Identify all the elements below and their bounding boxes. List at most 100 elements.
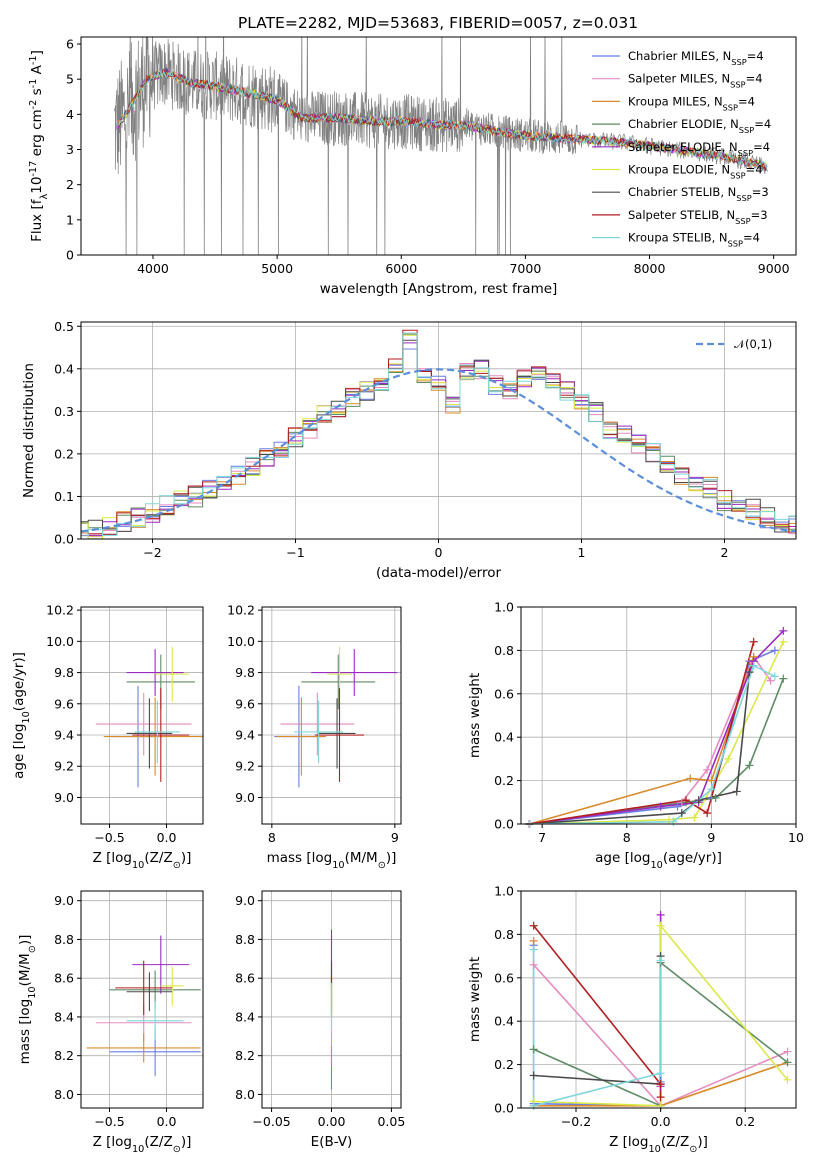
figure-title: PLATE=2282, MJD=53683, FIBERID=0057, z=0…	[238, 14, 638, 32]
label-fragment: 10	[29, 177, 45, 194]
label-fragment: Kroupa ELODIE, N	[628, 163, 730, 177]
weight-line	[529, 641, 755, 824]
x-axis-label: Z [log10(Z/Z⊙)]	[93, 1134, 192, 1155]
weight-marker	[529, 945, 538, 954]
label-fragment: (age/yr)]	[663, 850, 722, 866]
y-tick-label: 8.2	[54, 1048, 74, 1063]
y-tick-label: 0.6	[494, 970, 514, 985]
panel-mass_weight_vs_Z: −0.2 0.0 0.2 0.0 0.2 0.4 0.6 0.8 1.0 Z [log10(Z/Z…	[467, 884, 797, 1155]
y-tick-label: 10.2	[46, 603, 74, 618]
weight-marker	[529, 1045, 538, 1054]
label-fragment: Kroupa STELIB, N	[628, 231, 728, 245]
y-tick-label: 0	[66, 248, 74, 263]
label-fragment: SSP	[731, 57, 746, 67]
y-axis-label: mass weight	[467, 957, 483, 1042]
panel-age_vs_mass: 8 9 9.0 9.2 9.4 9.6 9.8 10.0 10.2 mass [log10(M/M…	[227, 603, 402, 871]
y-tick-label: 0.0	[54, 532, 74, 547]
plot-area	[95, 646, 203, 788]
label-fragment: mass [log	[17, 999, 33, 1065]
label-fragment: (Z/Z	[661, 1134, 689, 1150]
label-fragment: )]	[181, 850, 192, 866]
weight-marker	[677, 809, 686, 818]
weight-marker	[656, 921, 665, 930]
label-fragment: SSP	[730, 171, 745, 181]
x-axis-label: Z [log10(Z/Z⊙)]	[609, 1134, 708, 1155]
label-fragment: -1	[28, 55, 39, 65]
y-tick-label: 8.6	[235, 971, 255, 986]
label-fragment: ⊙	[689, 1144, 697, 1155]
x-tick-label: 7	[538, 830, 546, 845]
label-fragment: SSP	[739, 125, 754, 135]
weight-marker	[745, 761, 754, 770]
label-fragment: wavelength [Angstrom, rest frame]	[320, 281, 558, 297]
label-fragment: Salpeter STELIB, N	[628, 208, 735, 222]
label-fragment: Chabrier ELODIE, N	[628, 117, 739, 131]
y-tick-label: 6	[66, 37, 74, 52]
label-fragment: Z [log	[93, 850, 132, 866]
plot-area	[86, 935, 201, 1077]
label-fragment: )]	[697, 1134, 708, 1150]
label-fragment: mass [log	[267, 850, 333, 866]
weight-marker	[703, 765, 712, 774]
weight-marker	[656, 1069, 665, 1078]
weight-marker	[779, 637, 788, 646]
label-fragment: =4	[753, 140, 770, 154]
label-fragment: SSP	[736, 193, 751, 203]
weight-marker	[690, 813, 699, 822]
y-tick-label: 8.8	[235, 932, 255, 947]
label-fragment: 10	[132, 860, 144, 871]
weight-marker	[656, 956, 665, 965]
y-tick-label: 9.0	[235, 893, 255, 908]
normal-curve	[81, 368, 796, 533]
x-tick-label: 0.05	[377, 1114, 405, 1129]
weight-line	[529, 641, 785, 824]
weight-marker	[529, 1071, 538, 1080]
x-tick-label: −2	[143, 545, 161, 560]
weight-marker	[749, 637, 758, 646]
label-fragment: SSP	[738, 148, 753, 158]
plot-area	[114, 37, 768, 255]
label-fragment: =3	[752, 185, 769, 199]
plot-area	[529, 630, 785, 824]
label-fragment: 10	[21, 711, 32, 723]
label-fragment: Salpeter MILES, N	[628, 72, 730, 86]
label-fragment: mass weight	[467, 673, 483, 758]
x-axis-label: mass [log10(M/M⊙)]	[267, 850, 397, 871]
label-fragment: A	[29, 64, 45, 78]
weight-marker	[656, 1080, 665, 1089]
x-tick-label: −0.5	[94, 1114, 124, 1129]
y-tick-label: 0.4	[494, 1014, 514, 1029]
weight-line	[529, 630, 784, 824]
y-tick-label: 8.0	[235, 1087, 255, 1102]
x-tick-label: 9000	[758, 261, 790, 276]
legend-label: Salpeter MILES, NSSP=4	[628, 72, 763, 90]
legend-label: Salpeter STELIB, NSSP=3	[628, 208, 768, 226]
label-fragment: -2	[28, 100, 39, 110]
axes-frame	[80, 890, 204, 1109]
x-tick-label: −0.2	[561, 1114, 591, 1129]
x-axis-label: age [log10(age/yr)]	[595, 850, 722, 871]
x-tick-label: 1	[578, 545, 586, 560]
y-tick-label: 0.2	[494, 1057, 514, 1072]
y-tick-label: 0.4	[494, 730, 514, 745]
x-axis-label: E(B-V)	[311, 1134, 353, 1150]
y-tick-label: 9.0	[54, 893, 74, 908]
label-fragment: =3	[751, 208, 768, 222]
label-fragment: Kroupa MILES, N	[628, 94, 723, 108]
label-fragment: E(B-V)	[311, 1134, 353, 1150]
y-tick-label: 9.8	[54, 665, 74, 680]
y-axis-label: Flux [fλ10-17 erg cm-2 s-1 A-1]	[28, 50, 50, 242]
y-tick-label: 8.2	[235, 1048, 255, 1063]
weight-line	[529, 678, 785, 824]
label-fragment: Z [log	[609, 1134, 648, 1150]
y-tick-label: 0.5	[54, 319, 74, 334]
y-tick-label: 0.8	[494, 643, 514, 658]
y-tick-label: 9.2	[235, 759, 255, 774]
y-tick-label: 9.0	[54, 790, 74, 805]
weight-marker	[783, 1075, 792, 1084]
label-fragment: SSP	[728, 239, 743, 249]
weight-line	[532, 945, 662, 1107]
y-tick-label: 10.0	[227, 634, 255, 649]
label-fragment: -17	[28, 161, 39, 177]
